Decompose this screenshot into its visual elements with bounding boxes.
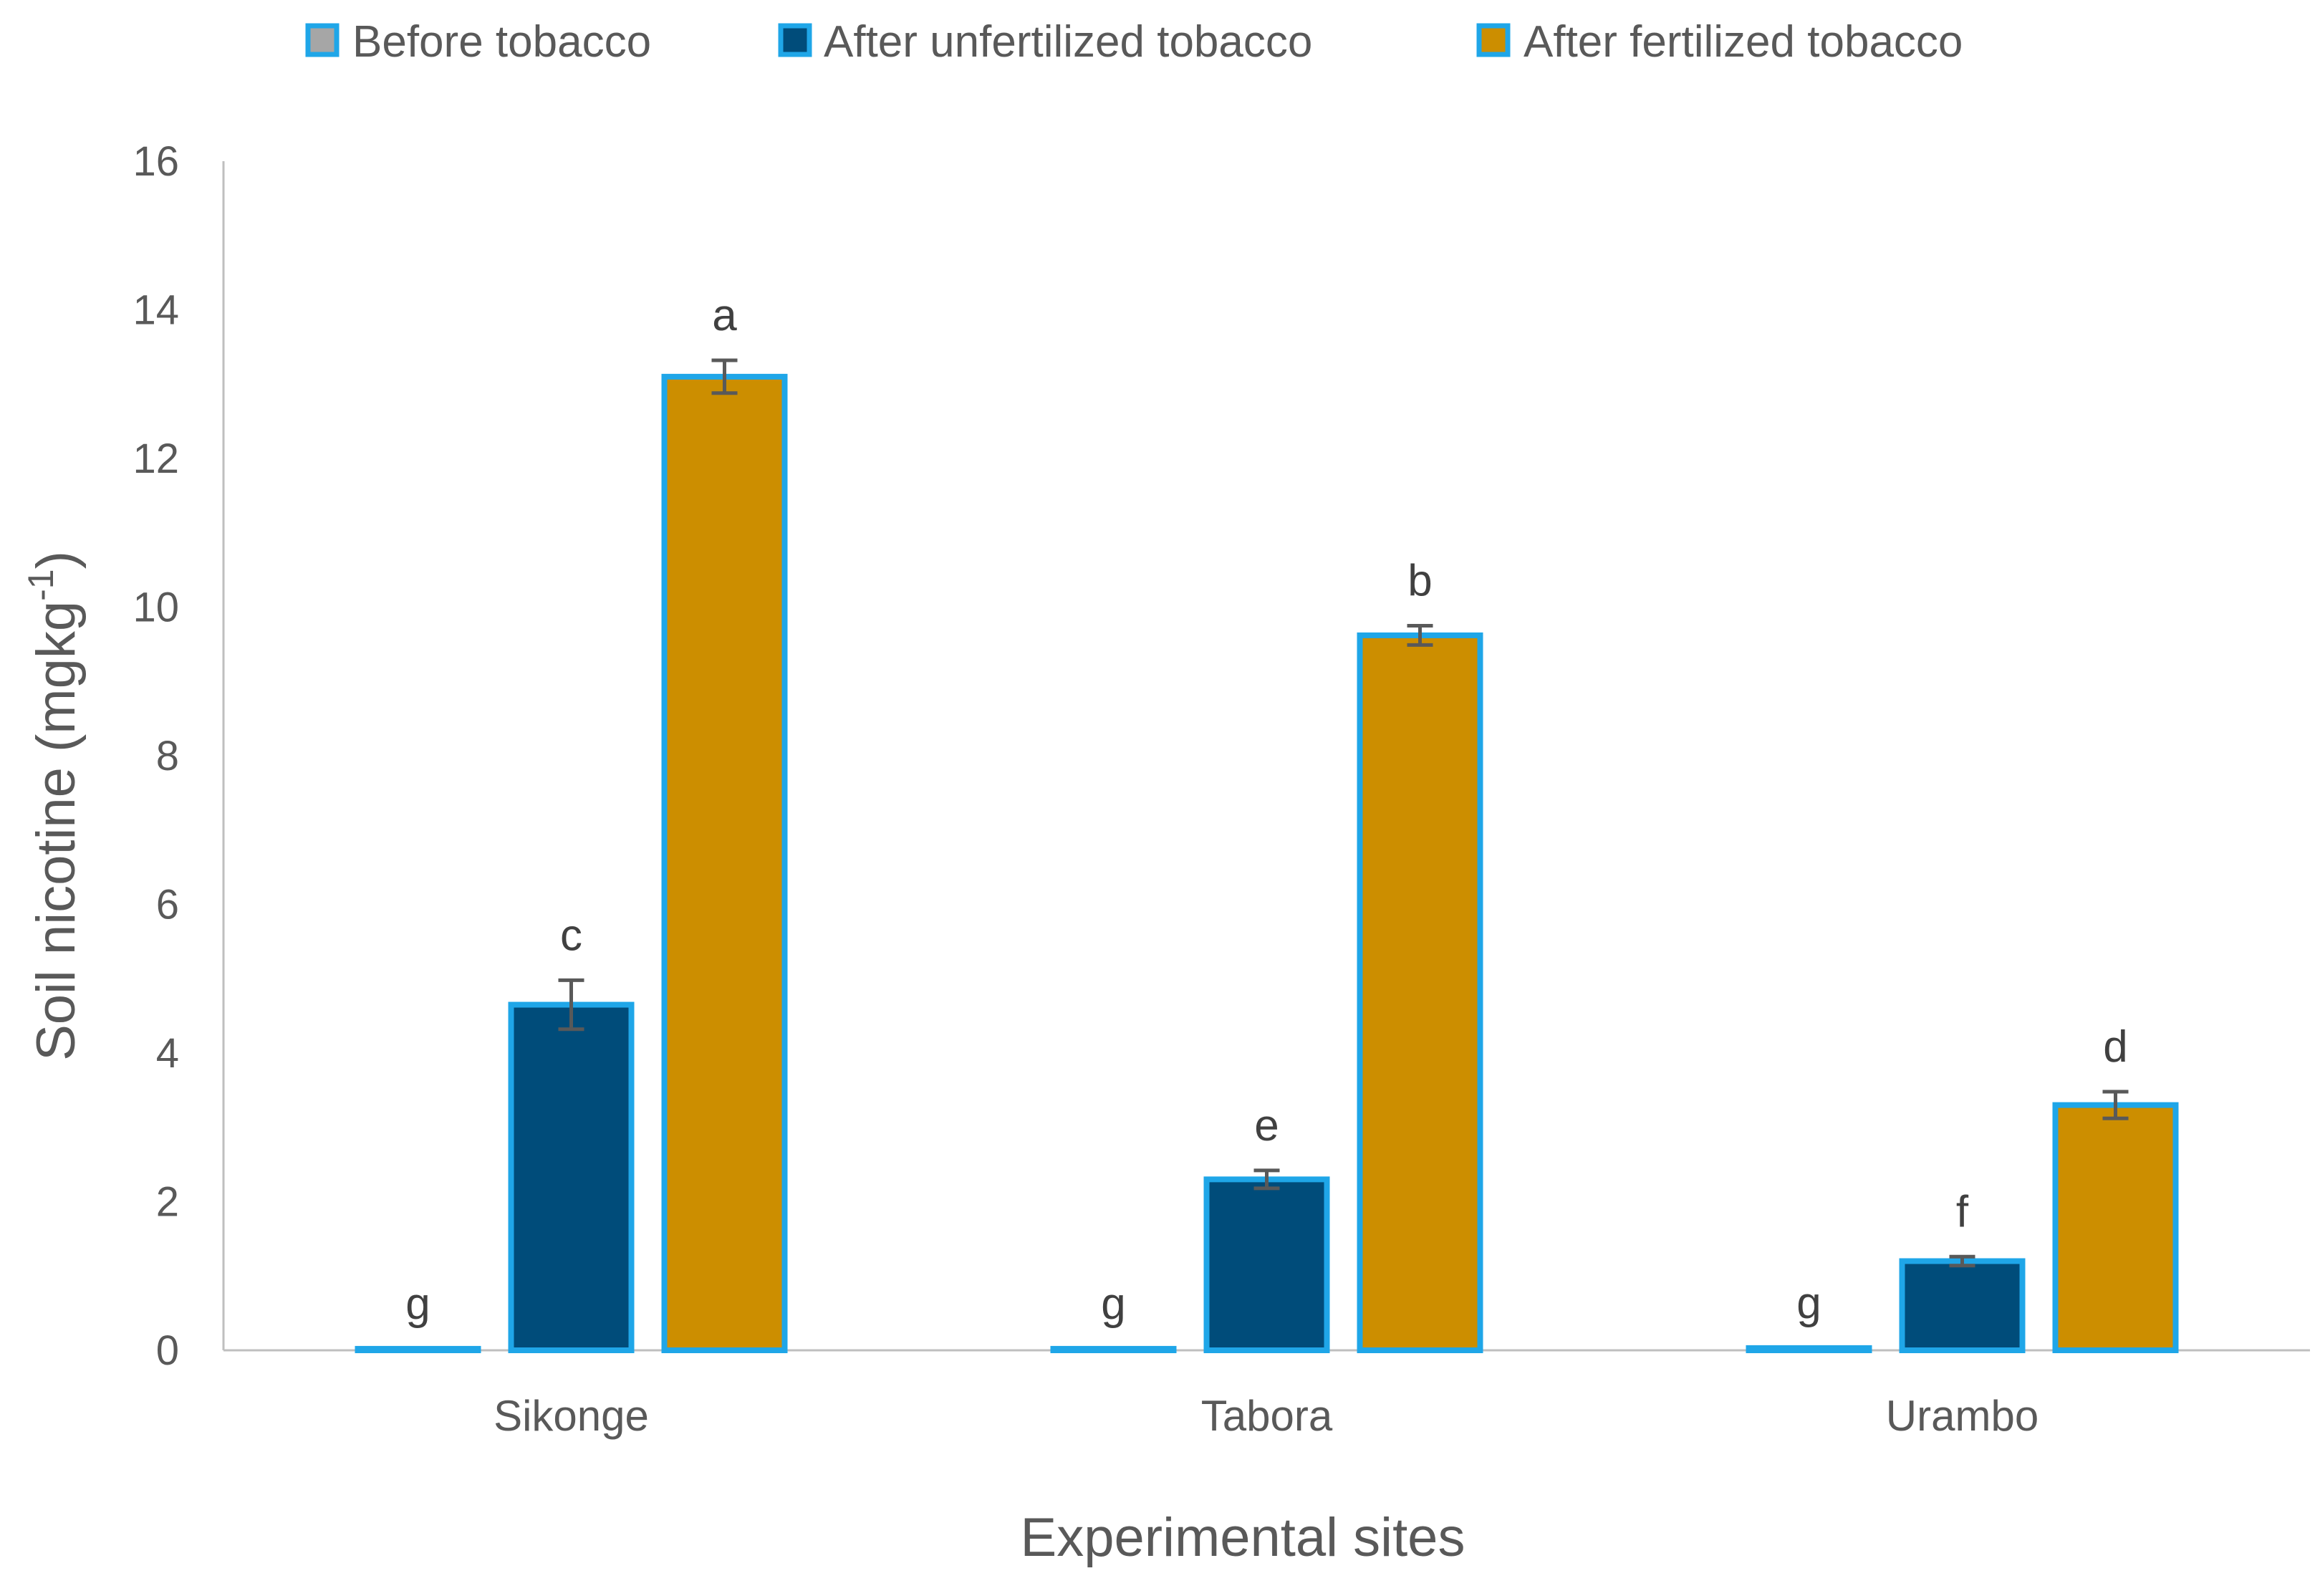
legend-label: Before tobacco (352, 17, 651, 67)
data-label: g (405, 1279, 430, 1329)
y-axis: 0 2 4 6 8 10 12 14 16 (133, 138, 225, 1374)
legend-swatch (778, 23, 812, 57)
bar (1899, 1258, 2026, 1353)
bar (1357, 632, 1483, 1353)
legend-swatch (1476, 23, 1511, 57)
data-label: g (1796, 1279, 1821, 1328)
y-axis-title-main: Soil nicotine (mgkg (26, 601, 87, 1061)
error-bars (558, 358, 2129, 1268)
data-label: c (560, 910, 582, 960)
data-label: f (1956, 1187, 1969, 1236)
data-label: b (1407, 556, 1432, 605)
data-label: e (1254, 1101, 1279, 1150)
bar (1746, 1345, 1872, 1353)
y-tick-label: 14 (133, 287, 179, 334)
y-tick-label: 12 (133, 436, 179, 482)
x-category-label: Urambo (1886, 1392, 2039, 1440)
y-tick-label: 2 (156, 1179, 179, 1226)
data-label: d (2103, 1022, 2127, 1072)
y-axis-title: Soil nicotine (mgkg-1) (21, 551, 87, 1061)
legend-label: After fertilized tobacco (1524, 17, 1963, 67)
bars (355, 373, 2179, 1354)
bar (1050, 1345, 1177, 1354)
bar (355, 1345, 481, 1354)
y-tick-label: 10 (133, 585, 179, 631)
y-tick-label: 8 (156, 733, 179, 779)
y-axis-title-close: ) (26, 551, 87, 569)
x-category-label: Sikonge (494, 1392, 649, 1440)
bar (661, 373, 788, 1353)
data-labels: g c a g e b g f d (405, 291, 2127, 1329)
x-category-label: Tabora (1201, 1392, 1333, 1440)
y-axis-title-superscript: -1 (21, 569, 61, 600)
data-label: g (1101, 1279, 1125, 1329)
y-tick-label: 4 (156, 1030, 179, 1077)
y-tick-label: 6 (156, 882, 179, 928)
x-axis: Sikonge Tabora Urambo (223, 1349, 2310, 1440)
bar (2052, 1102, 2179, 1353)
bar (508, 1001, 635, 1353)
x-axis-title: Experimental sites (1021, 1507, 1465, 1568)
legend-swatch (305, 23, 340, 57)
legend: Before tobacco After unfertilized tobacco… (305, 17, 1963, 67)
data-label: a (712, 291, 737, 340)
bar (1203, 1176, 1330, 1353)
y-tick-label: 0 (156, 1327, 179, 1374)
y-tick-label: 16 (133, 138, 179, 185)
legend-label: After unfertilized tobacco (824, 17, 1312, 67)
